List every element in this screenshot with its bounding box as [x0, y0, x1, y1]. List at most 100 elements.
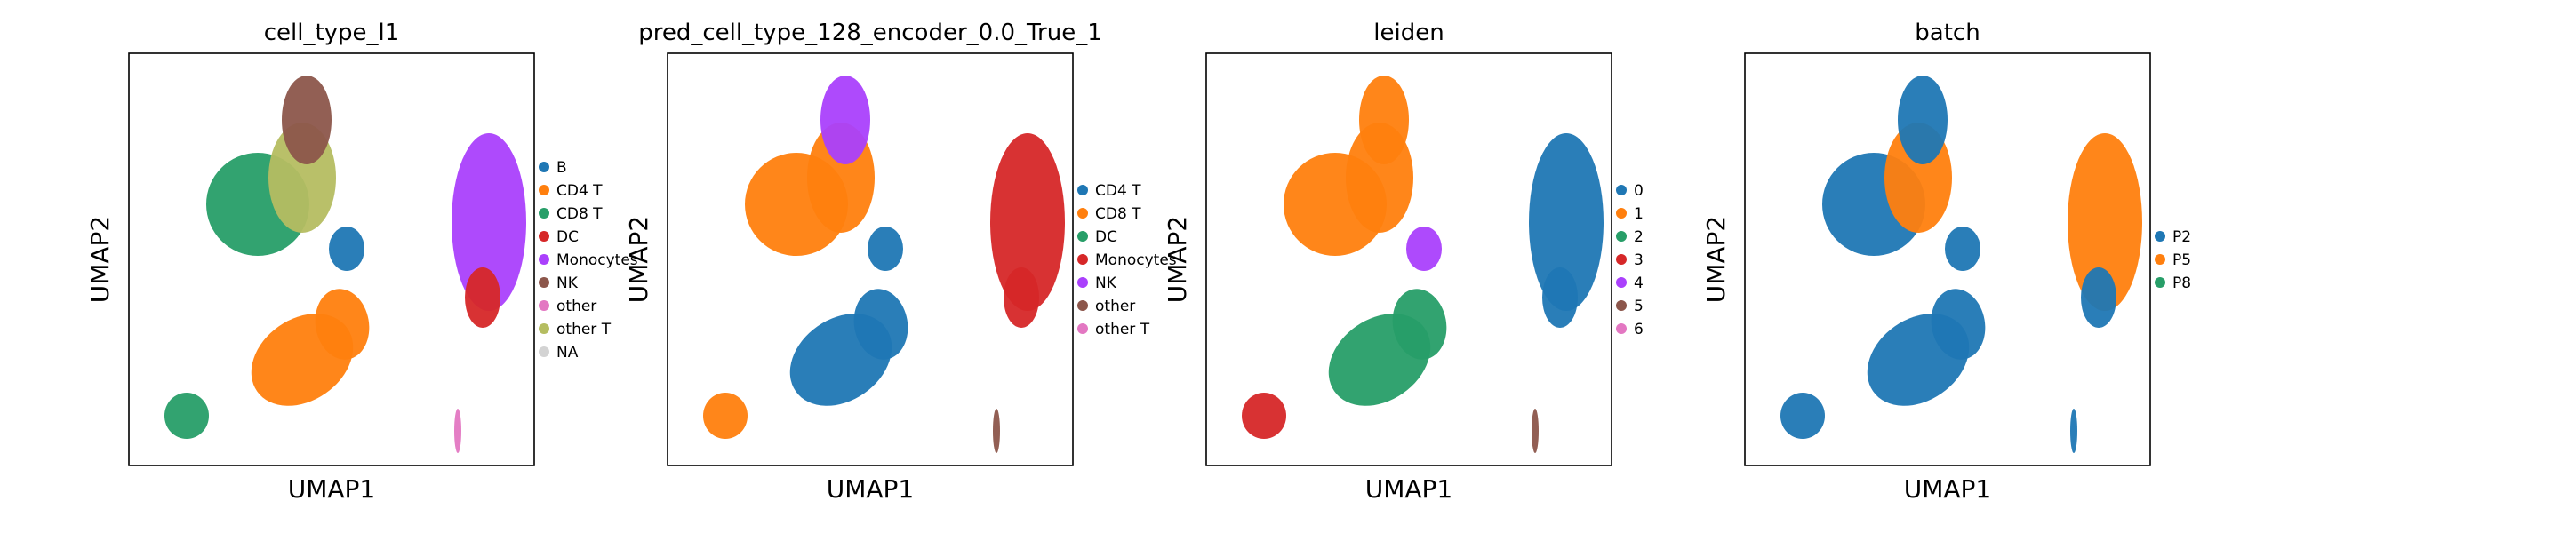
umap-plot-pred-cell-type: pred_cell_type_128_encoder_0.0_True_1 UM… — [624, 20, 1177, 504]
cluster-mono — [990, 133, 1065, 311]
plot-title: batch — [1915, 20, 1980, 46]
cluster-small — [1242, 393, 1286, 439]
legend: CD4 T CD8 T DC Monocytes NK other other T — [1077, 182, 1177, 338]
legend-marker — [539, 323, 549, 334]
legend-label: other T — [556, 321, 612, 338]
legend-label: CD8 T — [556, 205, 603, 223]
legend-label: NA — [556, 344, 579, 362]
legend-marker — [539, 208, 549, 219]
legend-label: 5 — [1634, 298, 1644, 315]
legend-label: 0 — [1634, 182, 1644, 200]
cluster-cl4 — [1406, 227, 1442, 271]
x-axis-label: UMAP1 — [1365, 474, 1453, 504]
umap-panel-leiden: leiden UMAP1 UMAP2 0 1 2 3 4 5 6 — [1077, 0, 1721, 533]
legend-label: CD4 T — [1095, 182, 1141, 200]
cluster-mid2 — [853, 289, 908, 360]
cluster-mid2 — [1931, 289, 1986, 360]
legend-marker — [1077, 231, 1088, 242]
legend-label: CD8 T — [1095, 205, 1141, 223]
cluster-nkTop — [1359, 76, 1409, 164]
cluster-tail — [454, 409, 461, 453]
cluster-tail — [993, 409, 1000, 453]
scatter-points — [703, 76, 1065, 453]
x-axis-label: UMAP1 — [288, 474, 376, 504]
plot-title: cell_type_l1 — [264, 20, 400, 46]
legend-label: P2 — [2172, 228, 2191, 246]
cluster-mono — [452, 133, 526, 311]
legend-marker — [2155, 277, 2165, 288]
legend: P2 P5 P8 — [2155, 228, 2191, 292]
x-axis-label: UMAP1 — [1904, 474, 1992, 504]
cluster-mid2 — [315, 289, 370, 360]
legend-marker — [539, 300, 549, 311]
cluster-mono — [2068, 133, 2142, 311]
legend-marker — [1616, 208, 1627, 219]
legend-marker — [1616, 300, 1627, 311]
legend-label: B — [556, 159, 567, 177]
legend-marker — [1077, 277, 1088, 288]
legend-label: other — [1095, 298, 1135, 315]
legend-marker — [1077, 208, 1088, 219]
legend-label: DC — [1095, 228, 1117, 246]
legend-marker — [1077, 300, 1088, 311]
legend-label: NK — [1095, 274, 1117, 292]
cluster-small — [164, 393, 209, 439]
legend-marker — [1616, 231, 1627, 242]
umap-panel-batch: batch UMAP1 UMAP2 P2 P5 P8 — [1616, 0, 2260, 533]
legend-marker — [1616, 185, 1627, 195]
cluster-small — [703, 393, 748, 439]
legend: B CD4 T CD8 T DC Monocytes NK other other T NA — [539, 159, 638, 362]
legend-marker — [539, 277, 549, 288]
legend-marker — [539, 162, 549, 172]
cluster-mid2 — [1392, 289, 1447, 360]
legend-marker — [539, 231, 549, 242]
legend-marker — [2155, 254, 2165, 265]
cluster-cl4 — [1945, 227, 1980, 271]
cluster-monoB — [465, 267, 500, 328]
legend-label: 3 — [1634, 251, 1644, 269]
x-axis-label: UMAP1 — [827, 474, 915, 504]
legend-marker — [539, 185, 549, 195]
umap-plot-batch: batch UMAP1 UMAP2 P2 P5 P8 — [1701, 20, 2191, 504]
y-axis-label: UMAP2 — [85, 216, 115, 304]
plot-frame — [1205, 52, 1612, 466]
legend-label: NK — [556, 274, 579, 292]
y-axis-label: UMAP2 — [1163, 216, 1192, 304]
legend-label: 1 — [1634, 205, 1644, 223]
legend-marker — [1616, 323, 1627, 334]
legend-label: other — [556, 298, 596, 315]
cluster-monoB — [1542, 267, 1578, 328]
plot-frame — [667, 52, 1074, 466]
plot-title: pred_cell_type_128_encoder_0.0_True_1 — [638, 20, 1102, 46]
legend-label: DC — [556, 228, 579, 246]
legend-label: P8 — [2172, 274, 2191, 292]
cluster-small — [1780, 393, 1825, 439]
cluster-mono — [1529, 133, 1604, 311]
legend-marker — [2155, 231, 2165, 242]
legend-marker — [539, 254, 549, 265]
umap-panel-cell-type: cell_type_l1 UMAP1 UMAP2 B CD4 T CD8 T DC Mo… — [0, 0, 644, 533]
legend-label: CD4 T — [556, 182, 603, 200]
legend-label: 2 — [1634, 228, 1644, 246]
cluster-monoB — [2081, 267, 2116, 328]
legend-marker — [1616, 277, 1627, 288]
scatter-points — [1780, 76, 2142, 453]
scatter-points — [164, 76, 526, 453]
legend-marker — [1077, 185, 1088, 195]
cluster-nkTop — [820, 76, 870, 164]
cluster-cl4 — [329, 227, 364, 271]
plot-title: leiden — [1373, 20, 1444, 46]
legend-marker — [539, 346, 549, 357]
umap-panel-pred-cell-type: pred_cell_type_128_encoder_0.0_True_1 UM… — [539, 0, 1182, 533]
cluster-tail — [1532, 409, 1539, 453]
umap-plot-leiden: leiden UMAP1 UMAP2 0 1 2 3 4 5 6 — [1163, 20, 1644, 504]
legend-label: 6 — [1634, 321, 1644, 338]
y-axis-label: UMAP2 — [624, 216, 653, 304]
umap-plot-cell-type: cell_type_l1 UMAP1 UMAP2 B CD4 T CD8 T DC Mo… — [85, 20, 638, 504]
cluster-monoB — [1004, 267, 1039, 328]
cluster-tail — [2070, 409, 2077, 453]
cluster-nkTop — [282, 76, 332, 164]
scatter-points — [1242, 76, 1604, 453]
legend-marker — [1077, 323, 1088, 334]
y-axis-label: UMAP2 — [1701, 216, 1731, 304]
